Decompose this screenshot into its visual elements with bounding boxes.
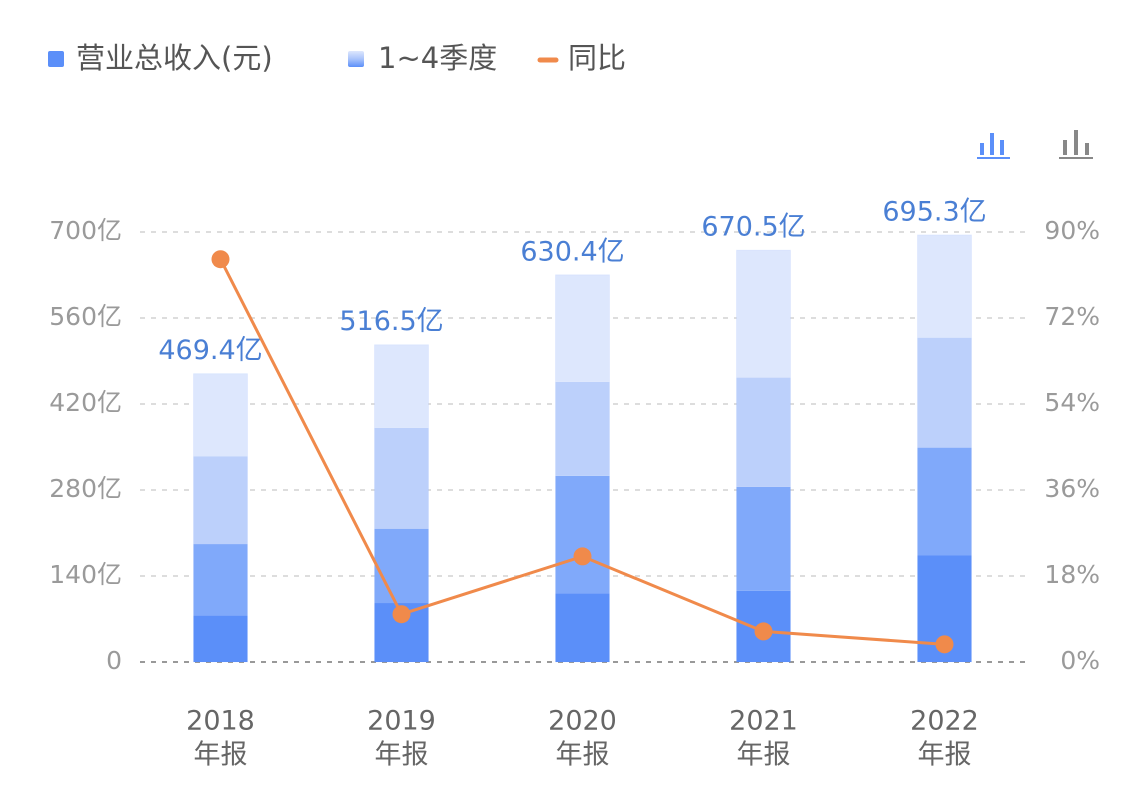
total-bar: [555, 274, 610, 663]
bar-segment: [374, 427, 429, 529]
yoy-point: [935, 635, 954, 654]
chart-type-icons[interactable]: [977, 130, 1093, 159]
bar-segment: [374, 528, 429, 604]
bar-icon[interactable]: [1059, 130, 1093, 159]
bar-segment: [193, 615, 248, 662]
y-tick-label: 140亿: [49, 560, 122, 589]
y2-tick-label: 72%: [1044, 302, 1100, 331]
yoy-point: [573, 547, 592, 566]
y2-tick-label: 18%: [1044, 560, 1100, 589]
value-label: 469.4亿: [158, 335, 262, 366]
bar-segment: [193, 456, 248, 545]
bar-segment: [193, 373, 248, 457]
bar-segment: [736, 486, 791, 591]
bar-segment: [555, 593, 610, 662]
x-tick-label: 年报: [737, 740, 791, 771]
y2-tick-label: 90%: [1044, 216, 1100, 245]
y-tick-label: 280亿: [49, 474, 122, 503]
y-tick-label: 560亿: [49, 302, 122, 331]
yoy-point: [211, 250, 230, 269]
y-tick-label: 420亿: [49, 388, 122, 417]
bar-segment: [917, 337, 972, 448]
bar-segment: [555, 274, 610, 382]
y2-tick-label: 36%: [1044, 474, 1100, 503]
x-tick-label: 年报: [918, 740, 972, 771]
legend-label: 营业总收入(元): [76, 41, 273, 75]
bar-segment: [555, 381, 610, 476]
bar-segment: [917, 234, 972, 338]
value-label: 695.3亿: [882, 196, 986, 227]
yoy-point: [754, 622, 773, 641]
x-tick-label: 2019: [367, 706, 436, 737]
y-tick-label: 700亿: [49, 216, 122, 245]
y-tick-label: 0: [106, 646, 122, 675]
total-bar: [193, 373, 248, 663]
bar-segment: [555, 475, 610, 594]
bar-segment: [917, 447, 972, 556]
value-label: 516.5亿: [339, 306, 443, 337]
bar-segment: [736, 377, 791, 487]
legend-label: 1~4季度: [378, 41, 497, 75]
legend-marker: [348, 51, 364, 67]
total-bar: [736, 249, 791, 663]
total-bar: [917, 234, 972, 663]
bar-segment: [374, 344, 429, 428]
x-tick-label: 2022: [910, 706, 979, 737]
total-bar: [374, 344, 429, 663]
x-tick-label: 年报: [375, 740, 429, 771]
x-tick-label: 2020: [548, 706, 617, 737]
legend-label: 同比: [568, 41, 626, 75]
value-label: 670.5亿: [701, 212, 805, 243]
stacked-icon[interactable]: [977, 133, 1010, 159]
bar-segment: [736, 250, 791, 378]
value-label: 630.4亿: [520, 236, 624, 267]
x-tick-label: 年报: [194, 740, 248, 771]
y2-tick-label: 54%: [1044, 388, 1100, 417]
x-tick-label: 年报: [556, 740, 610, 771]
bar-segment: [193, 544, 248, 616]
legend-marker: [48, 51, 64, 67]
x-tick-label: 2018: [186, 706, 255, 737]
yoy-point: [392, 605, 411, 624]
y2-tick-label: 0%: [1060, 646, 1100, 675]
x-tick-label: 2021: [729, 706, 798, 737]
